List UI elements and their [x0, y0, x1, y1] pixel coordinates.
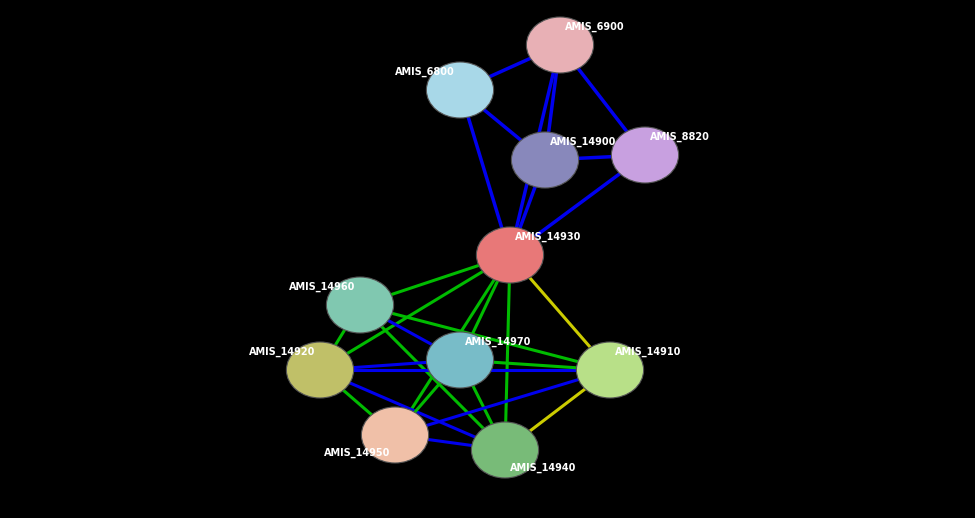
Text: AMIS_14930: AMIS_14930: [515, 232, 581, 242]
Text: AMIS_8820: AMIS_8820: [650, 132, 710, 142]
Ellipse shape: [526, 17, 594, 73]
Ellipse shape: [512, 132, 578, 188]
Ellipse shape: [471, 422, 538, 478]
Text: AMIS_14910: AMIS_14910: [615, 347, 682, 357]
Ellipse shape: [362, 407, 429, 463]
Text: AMIS_14970: AMIS_14970: [465, 337, 531, 347]
Ellipse shape: [576, 342, 644, 398]
Ellipse shape: [426, 332, 493, 388]
Text: AMIS_6800: AMIS_6800: [395, 67, 455, 77]
Ellipse shape: [287, 342, 354, 398]
Text: AMIS_14920: AMIS_14920: [249, 347, 315, 357]
Text: AMIS_14950: AMIS_14950: [324, 448, 390, 458]
Ellipse shape: [327, 277, 394, 333]
Ellipse shape: [611, 127, 679, 183]
Text: AMIS_6900: AMIS_6900: [565, 22, 625, 32]
Text: AMIS_14960: AMIS_14960: [289, 282, 355, 292]
Ellipse shape: [426, 62, 493, 118]
Ellipse shape: [477, 227, 544, 283]
Text: AMIS_14900: AMIS_14900: [550, 137, 616, 147]
Text: AMIS_14940: AMIS_14940: [510, 463, 576, 473]
